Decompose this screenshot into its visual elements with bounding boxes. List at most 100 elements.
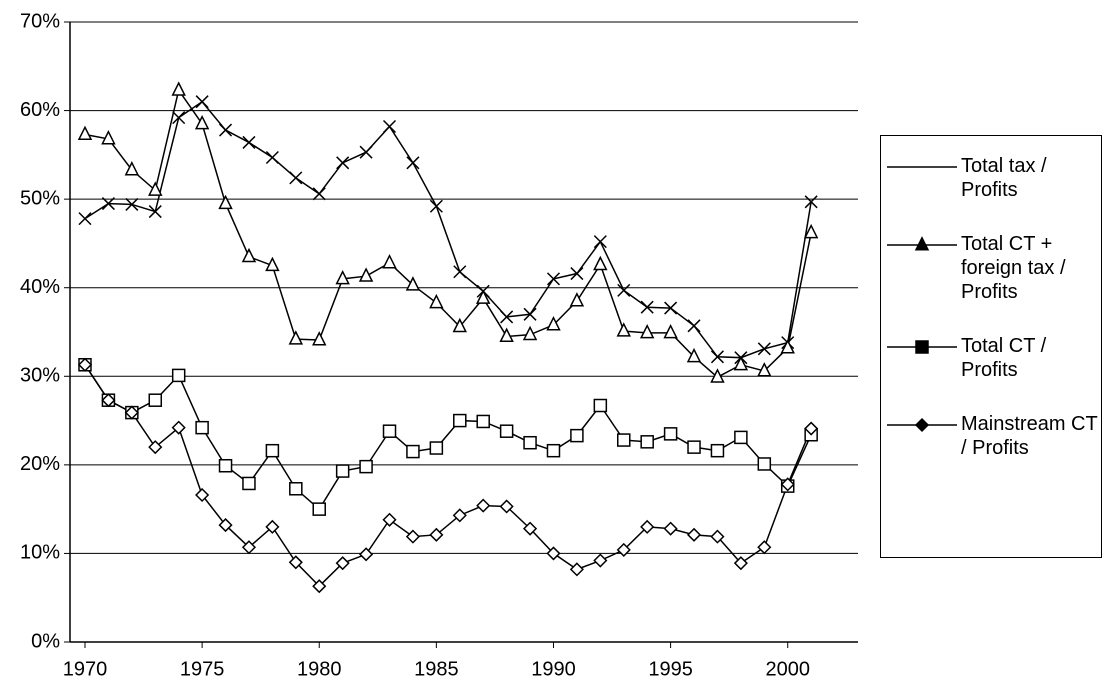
marker <box>148 440 163 455</box>
legend-label: Total tax / Profits <box>961 155 1047 201</box>
marker <box>686 347 702 363</box>
series-line <box>84 364 812 511</box>
legend-icon <box>887 166 957 168</box>
marker <box>77 357 93 372</box>
marker <box>710 443 725 458</box>
marker <box>335 556 350 571</box>
marker <box>475 289 491 304</box>
marker <box>734 430 748 445</box>
marker <box>359 145 373 159</box>
marker <box>569 562 584 577</box>
legend-icon <box>887 236 957 251</box>
marker <box>569 292 585 307</box>
marker <box>335 269 350 285</box>
marker <box>265 256 280 272</box>
marker <box>219 123 233 137</box>
marker <box>639 324 655 339</box>
marker <box>242 476 256 491</box>
marker <box>780 339 795 354</box>
chart: 0% 10% 20% 30% 40% 50% 60% 70% 1970 1975 1980 1985 1… <box>20 10 858 680</box>
marker <box>265 443 280 458</box>
marker <box>358 267 374 282</box>
marker <box>803 223 819 239</box>
marker <box>640 519 655 534</box>
marker <box>125 197 139 211</box>
marker <box>640 435 654 449</box>
y-tick-label: 0% <box>31 630 60 652</box>
marker <box>312 187 326 201</box>
marker <box>452 508 467 523</box>
marker <box>171 368 186 383</box>
marker <box>289 171 303 185</box>
marker <box>476 498 491 513</box>
marker <box>453 265 467 279</box>
legend-icon <box>887 417 957 433</box>
marker <box>914 417 930 433</box>
marker <box>499 424 514 438</box>
marker <box>195 420 209 435</box>
marker <box>101 393 116 408</box>
marker <box>218 194 233 210</box>
y-tick-label: 60% <box>20 99 60 121</box>
marker <box>914 236 930 251</box>
marker <box>522 521 538 536</box>
marker <box>617 433 631 447</box>
marker <box>359 547 374 562</box>
marker <box>382 424 397 438</box>
marker <box>570 428 584 443</box>
marker <box>406 156 420 170</box>
y-tick-label: 20% <box>20 453 60 475</box>
marker <box>148 393 163 407</box>
marker <box>312 579 327 594</box>
marker <box>429 199 443 213</box>
marker <box>757 457 772 471</box>
marker <box>382 512 397 527</box>
marker <box>757 362 772 377</box>
marker <box>312 331 327 346</box>
marker <box>453 413 467 428</box>
marker <box>101 197 115 211</box>
series-line <box>84 88 812 379</box>
x-tick-label: 2000 <box>765 658 810 680</box>
marker <box>288 555 303 570</box>
marker <box>663 521 678 536</box>
marker <box>593 398 608 413</box>
y-tick-label: 10% <box>20 542 60 564</box>
marker <box>546 316 561 331</box>
legend-icon <box>887 340 957 354</box>
marker <box>359 459 373 474</box>
marker <box>733 556 748 571</box>
y-tick-label: 70% <box>20 10 60 32</box>
marker <box>710 529 725 544</box>
marker <box>429 293 444 309</box>
marker <box>593 553 608 568</box>
marker <box>546 272 561 286</box>
marker <box>405 276 421 291</box>
marker <box>640 300 654 314</box>
marker <box>241 540 257 555</box>
marker <box>265 150 279 165</box>
marker <box>289 482 303 496</box>
marker <box>757 540 772 555</box>
marker <box>429 527 444 542</box>
marker <box>242 135 256 149</box>
marker <box>405 529 420 544</box>
marker <box>523 435 537 450</box>
marker <box>616 542 631 557</box>
y-tick-label: 40% <box>20 276 60 298</box>
marker <box>124 161 140 176</box>
marker <box>171 81 186 96</box>
marker <box>218 518 233 533</box>
marker <box>804 195 818 209</box>
marker <box>780 477 795 492</box>
marker <box>570 267 584 281</box>
legend-label: Total CT + foreign tax / Profits <box>961 233 1066 303</box>
x-tick-label: 1985 <box>414 658 459 680</box>
marker <box>499 499 514 514</box>
marker <box>523 307 537 321</box>
marker <box>194 114 210 130</box>
marker <box>336 156 350 170</box>
marker <box>429 441 444 455</box>
marker <box>616 322 631 337</box>
marker <box>500 310 514 324</box>
